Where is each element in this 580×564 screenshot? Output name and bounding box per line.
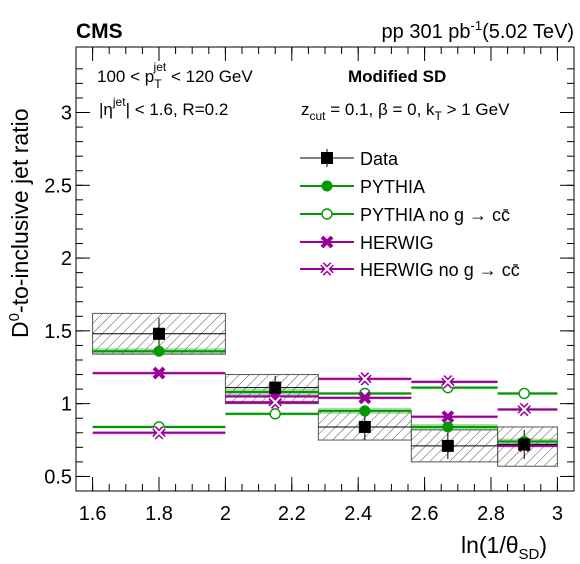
- marker-shape: [441, 410, 455, 424]
- marker-shape: [358, 420, 371, 433]
- legend-entry: PYTHIA no g → cc̄: [300, 205, 510, 225]
- legend-entry: PYTHIA: [300, 177, 425, 197]
- point-cross-filled: [152, 366, 166, 380]
- eta-caption: |ηjet| < 1.6, R=0.2: [99, 95, 228, 119]
- pt-range-caption: 100 < pTjet < 120 GeV: [97, 60, 253, 91]
- point-square-filled: [358, 420, 371, 433]
- marker-shape: [359, 373, 371, 385]
- point-circle-filled: [153, 345, 165, 357]
- x-tick-label: 2.2: [278, 503, 306, 525]
- marker-shape: [442, 421, 454, 433]
- point-square-filled: [153, 327, 165, 340]
- legend-label: Data: [360, 149, 399, 169]
- marker-shape: [152, 366, 166, 380]
- legend-label: PYTHIA no g → cc̄: [360, 205, 510, 225]
- y-tick-label: 0.5: [44, 466, 72, 488]
- point-cross-open: [358, 372, 372, 386]
- legend-marker: [320, 262, 334, 276]
- x-tick-label: 2.4: [344, 503, 372, 525]
- x-tick-label: 2.8: [477, 503, 505, 525]
- point-square-filled: [441, 439, 454, 452]
- marker-shape: [321, 180, 333, 192]
- y-tick-label: 1: [61, 394, 72, 416]
- point-square-filled: [518, 438, 531, 451]
- marker-shape: [269, 396, 281, 408]
- marker-shape: [321, 263, 333, 275]
- legend-marker: [321, 180, 333, 192]
- y-axis-title: D0-to-inclusive jet ratio: [6, 109, 33, 339]
- marker-shape: [442, 376, 454, 388]
- point-circle-open: [518, 387, 530, 400]
- legend-entry: HERWIG no g → cc̄: [300, 260, 520, 280]
- marker-shape: [153, 345, 165, 357]
- marker-shape: [359, 405, 371, 417]
- y-tick-label: 2.5: [44, 175, 72, 197]
- point-circle-filled: [442, 421, 454, 433]
- legend-label: HERWIG: [360, 233, 434, 253]
- marker-shape: [321, 208, 333, 220]
- point-cross-filled: [441, 410, 455, 424]
- point-cross-filled: [358, 391, 372, 405]
- point-cross-open: [441, 375, 455, 389]
- y-tick-label: 3: [61, 103, 72, 125]
- luminosity-label: pp 301 pb-1(5.02 TeV): [382, 18, 574, 43]
- x-tick-label: 3: [552, 503, 563, 525]
- x-tick-label: 2.6: [411, 503, 439, 525]
- point-cross-open: [268, 395, 282, 409]
- y-tick-label: 1.5: [44, 321, 72, 343]
- grooming-caption: zcut = 0.1, β = 0, kT > 1 GeV: [301, 100, 510, 123]
- legend-marker: [321, 152, 333, 164]
- marker-shape: [358, 391, 372, 405]
- legend-entry: Data: [300, 149, 399, 169]
- point-cross-open: [152, 426, 166, 440]
- markers-layer: [152, 317, 531, 459]
- experiment-label: CMS: [76, 20, 123, 43]
- marker-shape: [153, 427, 165, 439]
- point-circle-open: [269, 408, 281, 420]
- marker-shape: [518, 438, 531, 451]
- x-tick-label: 1.8: [145, 503, 173, 525]
- marker-shape: [518, 403, 530, 416]
- marker-shape: [320, 235, 334, 249]
- point-square-filled: [269, 381, 282, 394]
- axes-layer: 1.6 1.8 2 2.2 2.4 2.6 2.8 3 0.5 1 1.5 2 2.5 3: [44, 47, 574, 525]
- legend-label: HERWIG no g → cc̄: [360, 260, 520, 280]
- legend: Data PYTHIA PYTHIA no g → cc̄ HERWIG HERWIG …: [300, 149, 520, 280]
- marker-shape: [441, 439, 454, 452]
- marker-shape: [269, 408, 281, 420]
- point-cross-open: [517, 402, 531, 417]
- x-axis-title: ln(1/θSD): [461, 532, 547, 563]
- marker-shape: [269, 381, 282, 394]
- marker-shape: [153, 327, 165, 340]
- x-tick-label: 2: [220, 503, 231, 525]
- method-caption: Modified SD: [348, 67, 446, 86]
- marker-shape: [518, 387, 530, 400]
- legend-label: PYTHIA: [360, 177, 425, 197]
- x-tick-label: 1.6: [79, 503, 107, 525]
- legend-marker: [320, 235, 334, 249]
- y-tick-label: 2: [61, 248, 72, 270]
- legend-marker: [321, 208, 333, 220]
- legend-entry: HERWIG: [300, 233, 434, 253]
- point-circle-filled: [359, 405, 371, 417]
- marker-shape: [321, 152, 333, 164]
